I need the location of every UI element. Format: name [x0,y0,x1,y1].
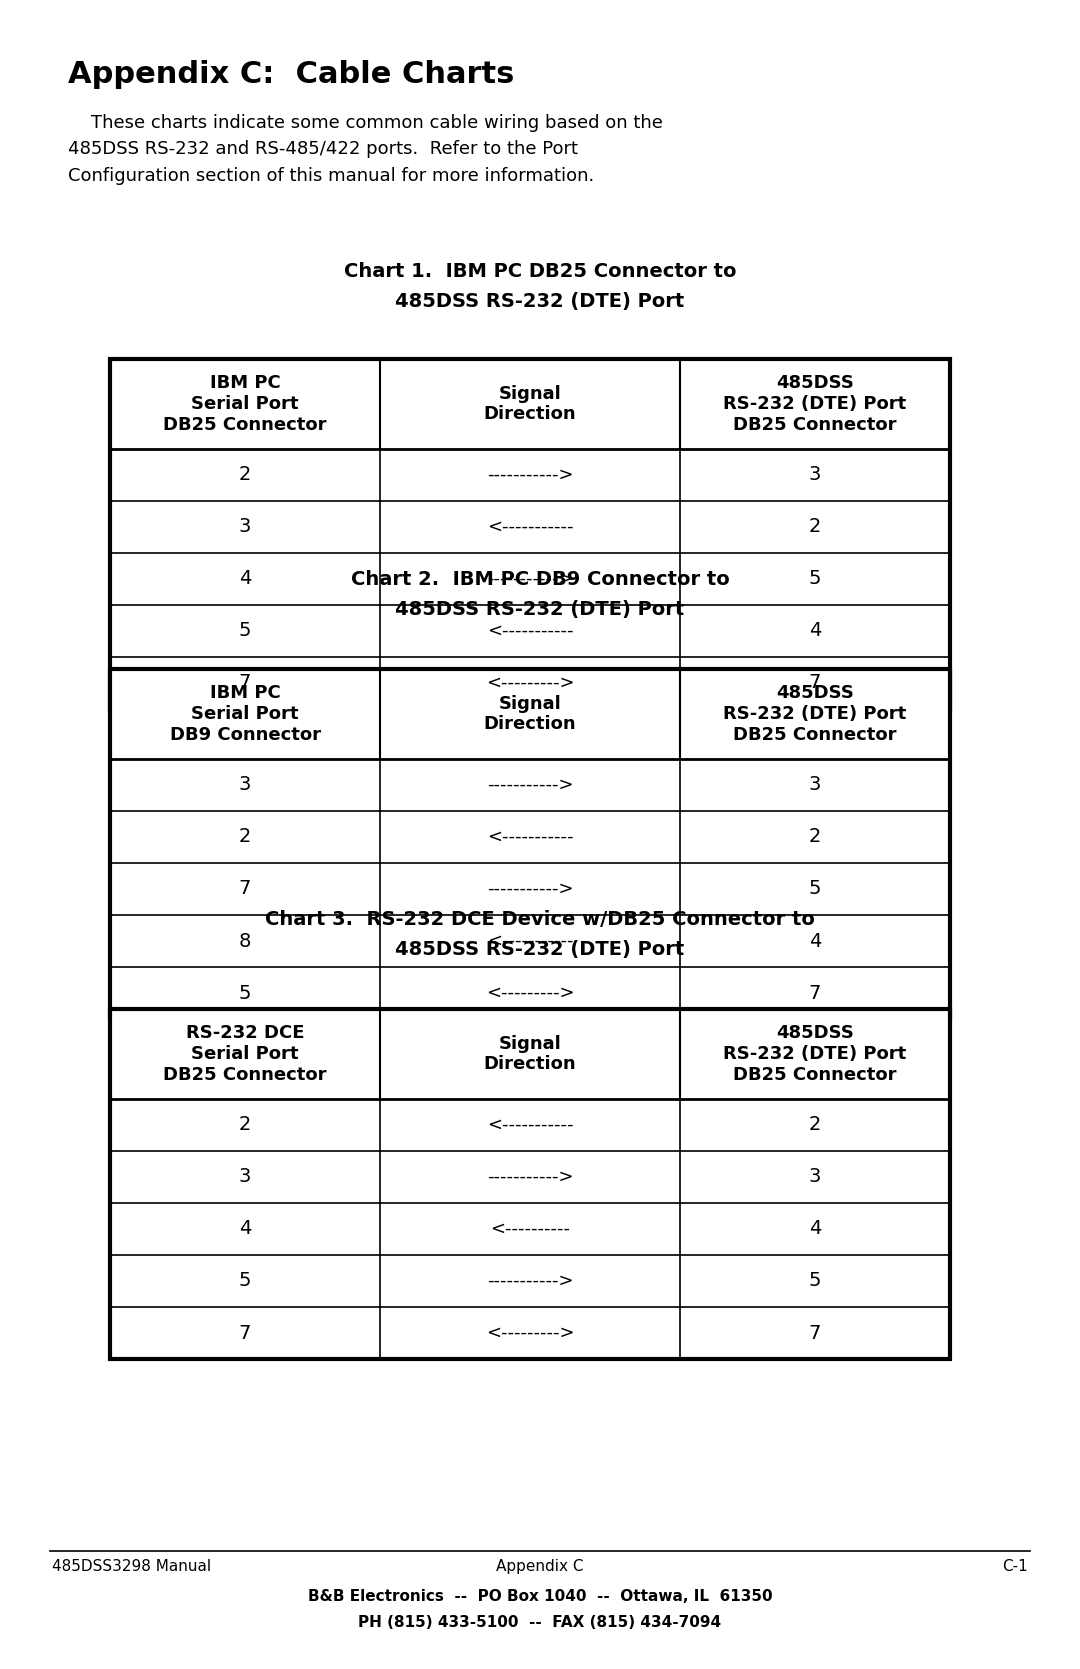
Text: 3: 3 [239,517,252,536]
Text: ----------->: -----------> [487,880,573,898]
Text: 7: 7 [809,983,821,1003]
Text: 2: 2 [809,517,821,536]
Text: Signal
Direction: Signal Direction [484,694,577,733]
Text: 5: 5 [239,1272,252,1290]
Text: 4: 4 [239,1220,252,1238]
Text: 485DSS RS-232 (DTE) Port: 485DSS RS-232 (DTE) Port [395,292,685,310]
Text: C-1: C-1 [1002,1559,1028,1574]
Text: 7: 7 [809,1324,821,1342]
Text: <-----------: <----------- [487,1117,573,1133]
Text: 4: 4 [809,621,821,641]
Text: ----------->: -----------> [487,571,573,587]
Text: ----------->: -----------> [487,1272,573,1290]
Text: 3: 3 [809,466,821,484]
Text: RS-232 DCE
Serial Port
DB25 Connector: RS-232 DCE Serial Port DB25 Connector [163,1025,327,1083]
Text: Appendix C: Appendix C [496,1559,584,1574]
Text: <-----------: <----------- [487,931,573,950]
Text: 5: 5 [809,1272,821,1290]
Text: ----------->: -----------> [487,1168,573,1187]
Text: 5: 5 [239,983,252,1003]
Text: B&B Electronics  --  PO Box 1040  --  Ottawa, IL  61350: B&B Electronics -- PO Box 1040 -- Ottawa… [308,1589,772,1604]
Text: 2: 2 [239,1115,252,1135]
Text: Signal
Direction: Signal Direction [484,1035,577,1073]
Bar [110,1010,950,1359]
Text: ----------->: -----------> [487,776,573,794]
Text: <-----------: <----------- [487,828,573,846]
Text: 5: 5 [809,880,821,898]
Text: These charts indicate some common cable wiring based on the
485DSS RS-232 and RS: These charts indicate some common cable … [68,113,663,185]
Text: 4: 4 [809,1220,821,1238]
Text: 7: 7 [239,1324,252,1342]
Text: 2: 2 [239,466,252,484]
Text: 7: 7 [809,674,821,693]
Text: 2: 2 [809,828,821,846]
Text: 485DSS
RS-232 (DTE) Port
DB25 Connector: 485DSS RS-232 (DTE) Port DB25 Connector [724,684,906,744]
Text: ----------->: -----------> [487,466,573,484]
Text: 4: 4 [809,931,821,951]
Text: Signal
Direction: Signal Direction [484,384,577,424]
Text: <-----------: <----------- [487,623,573,639]
Text: <--------->: <---------> [486,674,575,693]
Text: 5: 5 [809,569,821,589]
Text: 4: 4 [239,569,252,589]
Text: 3: 3 [809,1168,821,1187]
Text: <-----------: <----------- [487,517,573,536]
Text: 3: 3 [809,776,821,794]
Bar [110,359,950,709]
Bar [110,669,950,1020]
Text: 7: 7 [239,880,252,898]
Text: 485DSS
RS-232 (DTE) Port
DB25 Connector: 485DSS RS-232 (DTE) Port DB25 Connector [724,1025,906,1083]
Text: 7: 7 [239,674,252,693]
Text: Chart 1.  IBM PC DB25 Connector to: Chart 1. IBM PC DB25 Connector to [343,262,737,280]
Text: <----------: <---------- [490,1220,570,1238]
Text: 485DSS RS-232 (DTE) Port: 485DSS RS-232 (DTE) Port [395,940,685,960]
Text: <--------->: <---------> [486,985,575,1001]
Text: 2: 2 [239,828,252,846]
Text: <--------->: <---------> [486,1324,575,1342]
Text: Appendix C:  Cable Charts: Appendix C: Cable Charts [68,60,514,88]
Text: 8: 8 [239,931,252,951]
Text: Chart 3.  RS-232 DCE Device w/DB25 Connector to: Chart 3. RS-232 DCE Device w/DB25 Connec… [265,910,815,930]
Text: 485DSS RS-232 (DTE) Port: 485DSS RS-232 (DTE) Port [395,599,685,619]
Text: 485DSS
RS-232 (DTE) Port
DB25 Connector: 485DSS RS-232 (DTE) Port DB25 Connector [724,374,906,434]
Text: IBM PC
Serial Port
DB25 Connector: IBM PC Serial Port DB25 Connector [163,374,327,434]
Text: 3: 3 [239,1168,252,1187]
Text: 2: 2 [809,1115,821,1135]
Text: IBM PC
Serial Port
DB9 Connector: IBM PC Serial Port DB9 Connector [170,684,321,744]
Text: Chart 2.  IBM PC DB9 Connector to: Chart 2. IBM PC DB9 Connector to [351,571,729,589]
Text: PH (815) 433-5100  --  FAX (815) 434-7094: PH (815) 433-5100 -- FAX (815) 434-7094 [359,1616,721,1631]
Text: 485DSS3298 Manual: 485DSS3298 Manual [52,1559,211,1574]
Text: 3: 3 [239,776,252,794]
Text: 5: 5 [239,621,252,641]
